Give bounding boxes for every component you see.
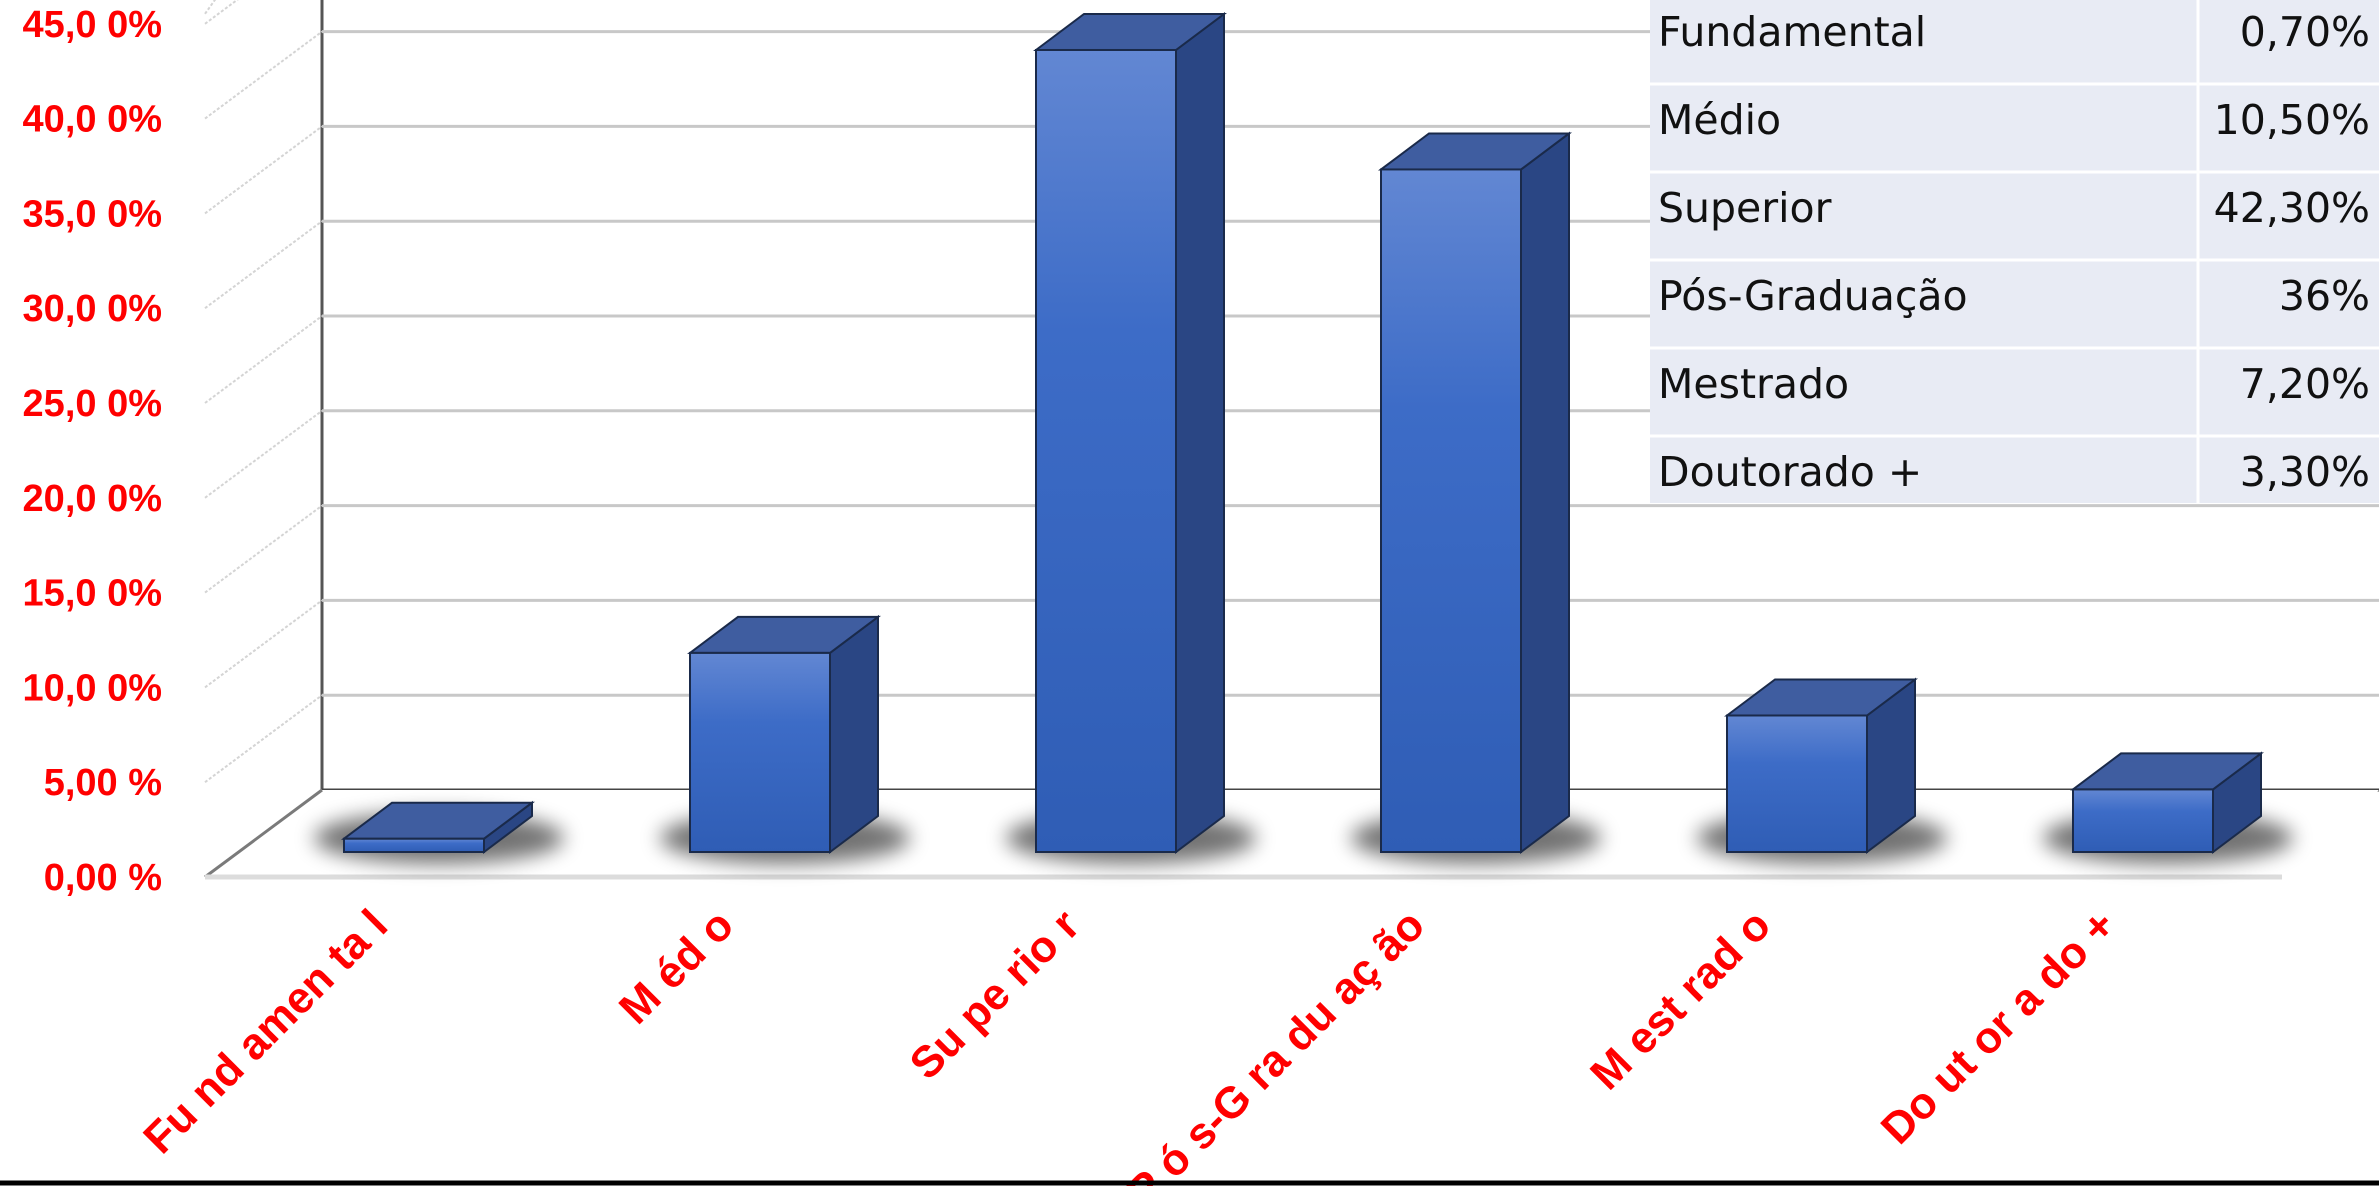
bar — [660, 614, 910, 864]
table-background — [1650, 0, 2379, 503]
bar-front — [1035, 48, 1177, 853]
bar-side — [1520, 131, 1570, 854]
table-row-value: 36% — [2279, 272, 2370, 320]
x-tick-label: Fu nd amen ta l — [134, 900, 397, 1163]
side-grid-line — [204, 220, 323, 310]
bar — [2043, 751, 2293, 864]
side-grid-line — [204, 30, 323, 120]
table-row-label: Fundamental — [1658, 8, 1926, 56]
x-tick-label: M est rad o — [1581, 900, 1780, 1099]
bar-front — [1380, 168, 1522, 853]
y-tick-label: 0,00 % — [44, 857, 162, 899]
table-row-label: Pós-Graduação — [1658, 272, 1968, 320]
bar-side — [829, 614, 879, 854]
side-grid-line — [204, 0, 217, 15]
side-grid-line — [204, 125, 323, 215]
y-tick-label: 25,0 0% — [23, 383, 162, 425]
side-grid-line — [204, 694, 323, 784]
y-tick-label: 15,0 0% — [23, 573, 162, 615]
side-grid-line — [204, 599, 323, 689]
bar-front — [2072, 788, 2214, 854]
y-tick-label: 5,00 % — [44, 762, 162, 804]
side-grid-line — [204, 504, 323, 594]
bar-front — [1726, 714, 1868, 853]
side-grid-line — [204, 0, 239, 25]
bar — [1006, 11, 1256, 864]
bar-side — [1175, 11, 1225, 854]
side-grid-line — [204, 315, 323, 404]
table-row-value: 7,20% — [2240, 360, 2370, 408]
bar-front — [343, 837, 485, 854]
x-tick-label: M éd o — [610, 900, 743, 1033]
table-row-label: Doutorado + — [1658, 448, 1922, 496]
bars — [314, 11, 2293, 864]
floor-left-edge — [204, 788, 323, 879]
bar — [1351, 131, 1601, 864]
y-tick-label: 35,0 0% — [23, 193, 162, 235]
table-row-value: 10,50% — [2214, 96, 2370, 144]
x-tick-label: Su pe rio r — [901, 900, 1090, 1089]
table-row-value: 0,70% — [2240, 8, 2370, 56]
table-row-value: 42,30% — [2214, 184, 2370, 232]
bar — [1697, 677, 1947, 864]
side-grid-line — [204, 409, 323, 499]
y-tick-label: 20,0 0% — [23, 478, 162, 520]
y-tick-label: 45,0 0% — [23, 4, 162, 46]
table-row-label: Mestrado — [1658, 360, 1849, 408]
y-tick-label: 40,0 0% — [23, 99, 162, 141]
y-tick-label: 10,0 0% — [23, 667, 162, 709]
y-tick-label: 30,0 0% — [23, 288, 162, 330]
x-tick-label: P ó s-G ra du aç ão — [1118, 900, 1434, 1186]
y-axis-tick-labels: 0,00 % 5,00 % 10,0 0% 15,0 0% 20,0 0% 25,0 0%… — [23, 4, 162, 899]
data-table: Fundamental 0,70% Médio 10,50% Superior 42,30… — [1650, 0, 2379, 503]
x-tick-label: Do ut or a do + — [1872, 900, 2125, 1153]
table-row-label: Médio — [1658, 96, 1781, 144]
bar — [314, 800, 564, 864]
table-row-value: 3,30% — [2240, 448, 2370, 496]
table-row-label: Superior — [1658, 184, 1832, 232]
bar-front — [689, 651, 831, 853]
